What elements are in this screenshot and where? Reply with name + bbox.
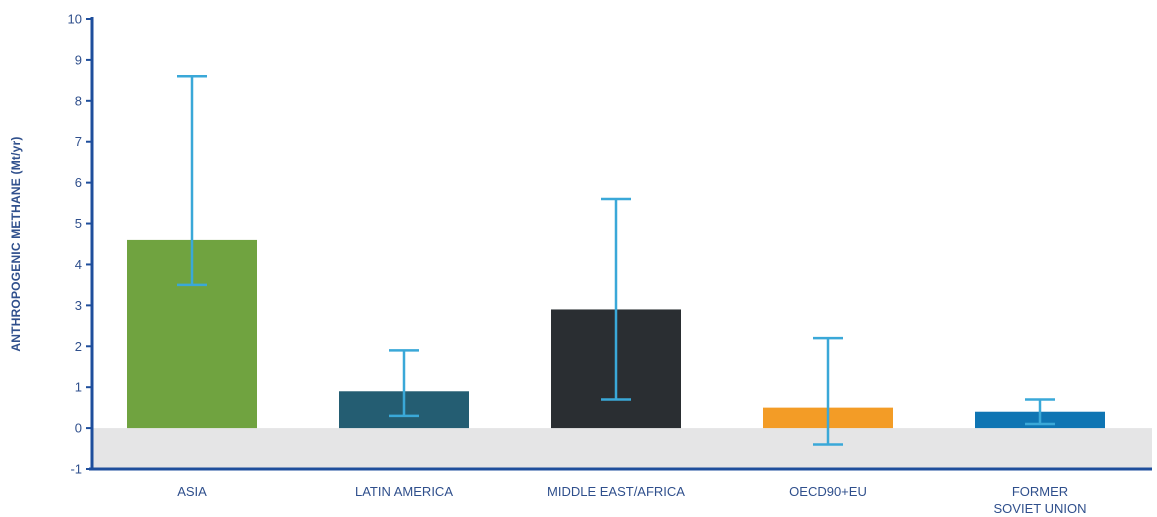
- y-tick-label: 1: [75, 380, 82, 395]
- y-axis-ticks: -1 0 1 2 3 4 5 6 7 8 9 10: [68, 12, 92, 477]
- error-bars: [177, 75, 1055, 446]
- y-tick-label: 5: [75, 216, 82, 231]
- y-tick-label: 9: [75, 52, 82, 67]
- negative-region-shade: [92, 428, 1152, 469]
- y-tick-label: 4: [75, 257, 82, 272]
- x-category-label: MIDDLE EAST/AFRICA: [547, 484, 685, 499]
- y-axis-title: ANTHROPOGENIC METHANE (Mt/yr): [9, 136, 23, 351]
- x-category-label: FORMER: [1012, 484, 1068, 499]
- x-axis-labels: ASIA LATIN AMERICA MIDDLE EAST/AFRICA OECD9…: [177, 484, 1086, 516]
- x-category-label: LATIN AMERICA: [355, 484, 453, 499]
- y-tick-label: 6: [75, 175, 82, 190]
- x-category-label: SOVIET UNION: [994, 501, 1087, 516]
- y-tick-label: 0: [75, 421, 82, 436]
- x-category-label: ASIA: [177, 484, 207, 499]
- x-category-label: OECD90+EU: [789, 484, 867, 499]
- y-tick-label: 10: [68, 12, 82, 27]
- y-tick-label: 3: [75, 298, 82, 313]
- y-tick-label: 2: [75, 339, 82, 354]
- y-tick-label: 8: [75, 93, 82, 108]
- y-tick-label: 7: [75, 134, 82, 149]
- y-tick-label: -1: [70, 462, 82, 477]
